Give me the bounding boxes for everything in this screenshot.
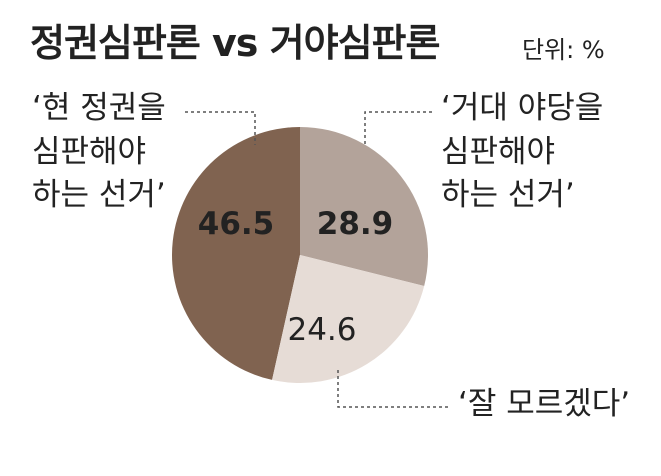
pie-slice-3	[272, 255, 425, 383]
slice-label-1-line-3: 하는 선거’	[32, 177, 166, 213]
slice-label-2-line-1: ‘거대 야당을	[441, 90, 603, 126]
slice-label-1-line-2: 심판해야	[32, 134, 146, 170]
leader-line-1	[185, 111, 256, 145]
slice-label-2-line-2: 심판해야	[441, 134, 555, 170]
pie-slice-2	[300, 127, 429, 287]
slice-value-2: 28.9	[317, 206, 394, 242]
unit-label: 단위: %	[522, 36, 605, 64]
slice-value-1: 46.5	[198, 206, 275, 242]
slice-label-1-line-1: ‘현 정권을	[32, 90, 166, 126]
slice-label-3: ‘잘 모르겠다’	[458, 386, 630, 422]
slice-label-2-line-3: 하는 선거’	[441, 177, 575, 213]
chart-title: 정권심판론 vs 거야심판론	[30, 21, 440, 65]
pie-slices	[171, 127, 429, 383]
pie-slice-1	[171, 127, 300, 380]
slice-value-3: 24.6	[287, 312, 356, 348]
leader-lines	[185, 111, 450, 408]
leader-line-2	[364, 111, 432, 145]
leader-line-3	[337, 370, 450, 408]
